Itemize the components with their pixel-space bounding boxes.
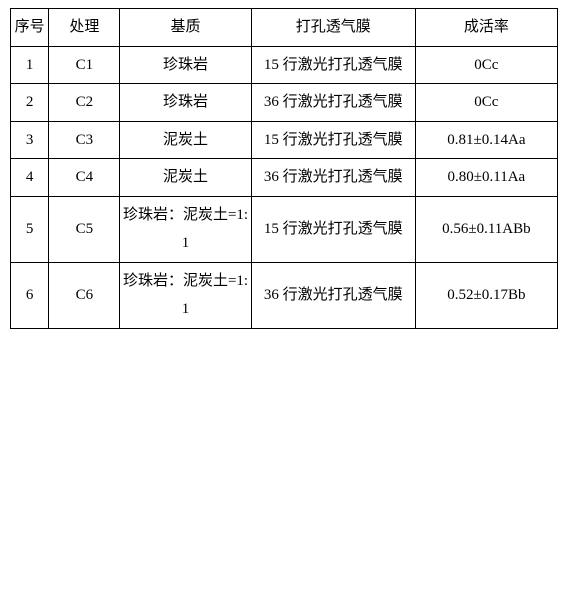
cell-substrate: 珍珠岩 bbox=[120, 84, 251, 122]
cell-membrane: 15 行激光打孔透气膜 bbox=[251, 196, 415, 262]
table-row: 2 C2 珍珠岩 36 行激光打孔透气膜 0Cc bbox=[11, 84, 558, 122]
cell-survival: 0.80±0.11Aa bbox=[415, 159, 557, 197]
table-row: 6 C6 珍珠岩：泥炭土=1:1 36 行激光打孔透气膜 0.52±0.17Bb bbox=[11, 262, 558, 328]
cell-survival: 0Cc bbox=[415, 84, 557, 122]
cell-membrane: 15 行激光打孔透气膜 bbox=[251, 46, 415, 84]
data-table: 序号 处理 基质 打孔透气膜 成活率 1 C1 珍珠岩 15 行激光打孔透气膜 … bbox=[10, 8, 558, 329]
cell-substrate: 珍珠岩：泥炭土=1:1 bbox=[120, 262, 251, 328]
cell-proc: C4 bbox=[49, 159, 120, 197]
cell-membrane: 36 行激光打孔透气膜 bbox=[251, 159, 415, 197]
cell-seq: 6 bbox=[11, 262, 49, 328]
table-row: 5 C5 珍珠岩：泥炭土=1:1 15 行激光打孔透气膜 0.56±0.11AB… bbox=[11, 196, 558, 262]
col-proc: 处理 bbox=[49, 9, 120, 47]
table-header-row: 序号 处理 基质 打孔透气膜 成活率 bbox=[11, 9, 558, 47]
cell-proc: C5 bbox=[49, 196, 120, 262]
cell-survival: 0.56±0.11ABb bbox=[415, 196, 557, 262]
cell-membrane: 36 行激光打孔透气膜 bbox=[251, 262, 415, 328]
cell-survival: 0.52±0.17Bb bbox=[415, 262, 557, 328]
cell-survival: 0.81±0.14Aa bbox=[415, 121, 557, 159]
col-membrane: 打孔透气膜 bbox=[251, 9, 415, 47]
table-body: 1 C1 珍珠岩 15 行激光打孔透气膜 0Cc 2 C2 珍珠岩 36 行激光… bbox=[11, 46, 558, 328]
cell-seq: 2 bbox=[11, 84, 49, 122]
table-row: 1 C1 珍珠岩 15 行激光打孔透气膜 0Cc bbox=[11, 46, 558, 84]
cell-survival: 0Cc bbox=[415, 46, 557, 84]
cell-proc: C1 bbox=[49, 46, 120, 84]
cell-membrane: 15 行激光打孔透气膜 bbox=[251, 121, 415, 159]
cell-proc: C6 bbox=[49, 262, 120, 328]
cell-seq: 1 bbox=[11, 46, 49, 84]
cell-proc: C2 bbox=[49, 84, 120, 122]
cell-substrate: 珍珠岩：泥炭土=1:1 bbox=[120, 196, 251, 262]
cell-substrate: 泥炭土 bbox=[120, 121, 251, 159]
table-row: 4 C4 泥炭土 36 行激光打孔透气膜 0.80±0.11Aa bbox=[11, 159, 558, 197]
col-substrate: 基质 bbox=[120, 9, 251, 47]
col-survival: 成活率 bbox=[415, 9, 557, 47]
cell-proc: C3 bbox=[49, 121, 120, 159]
cell-seq: 5 bbox=[11, 196, 49, 262]
cell-substrate: 泥炭土 bbox=[120, 159, 251, 197]
cell-seq: 3 bbox=[11, 121, 49, 159]
cell-seq: 4 bbox=[11, 159, 49, 197]
col-seq: 序号 bbox=[11, 9, 49, 47]
cell-membrane: 36 行激光打孔透气膜 bbox=[251, 84, 415, 122]
cell-substrate: 珍珠岩 bbox=[120, 46, 251, 84]
table-row: 3 C3 泥炭土 15 行激光打孔透气膜 0.81±0.14Aa bbox=[11, 121, 558, 159]
